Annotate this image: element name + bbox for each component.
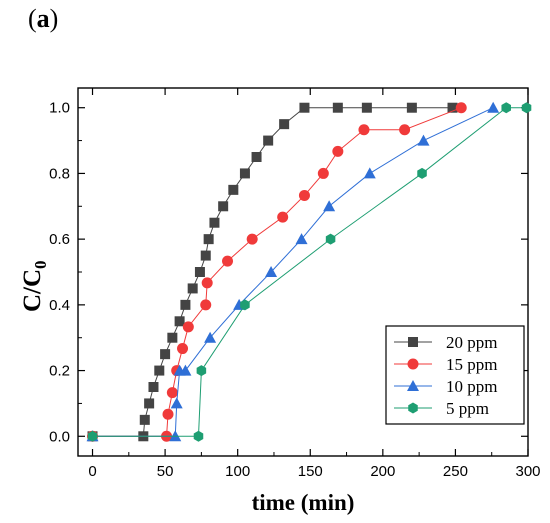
data-point — [447, 102, 458, 113]
data-point — [417, 167, 427, 179]
data-point — [251, 152, 262, 162]
data-point — [160, 349, 171, 360]
data-point — [332, 102, 343, 113]
data-point — [182, 321, 194, 333]
data-point — [162, 408, 174, 420]
data-point — [218, 201, 229, 212]
data-point — [222, 255, 234, 267]
x-tick-label: 100 — [225, 463, 250, 480]
data-point — [406, 102, 417, 113]
data-point — [246, 233, 258, 245]
legend: 20 ppm 15 ppm 10 ppm 5 ppm — [385, 325, 525, 425]
legend-item: 10 ppm — [394, 377, 497, 396]
y-tick-label: 0.4 — [49, 297, 70, 314]
data-point — [299, 102, 310, 113]
data-point — [361, 102, 372, 113]
y-tick-label: 0.8 — [49, 165, 70, 182]
data-point — [317, 167, 329, 179]
data-point — [363, 167, 376, 179]
data-point — [279, 119, 290, 130]
data-point — [203, 234, 214, 245]
data-point — [139, 414, 150, 425]
panel-label: (a) — [28, 4, 59, 33]
data-point — [201, 277, 213, 289]
y-axis-title-main: C/C — [19, 269, 46, 312]
data-point — [87, 430, 98, 442]
x-tick-label: 250 — [443, 463, 468, 480]
y-tick-label: 0.2 — [49, 363, 70, 380]
data-point — [169, 430, 182, 442]
legend-marker — [408, 337, 418, 347]
x-tick-label: 300 — [515, 463, 540, 480]
data-point — [180, 299, 191, 310]
data-point — [144, 398, 155, 409]
data-point — [200, 299, 212, 311]
data-point — [455, 102, 467, 114]
data-point — [332, 145, 344, 157]
data-point — [417, 134, 430, 146]
legend-item: 15 ppm — [394, 355, 497, 374]
legend-marker — [407, 380, 419, 391]
data-point — [200, 250, 211, 261]
legend-marker — [407, 358, 419, 370]
data-point — [148, 382, 159, 392]
data-point — [521, 102, 532, 114]
series-layer — [86, 101, 532, 442]
y-tick-label: 0.0 — [49, 428, 70, 445]
data-point — [179, 364, 192, 376]
y-axis-title-subscript: 0 — [31, 260, 50, 269]
data-point — [228, 184, 239, 195]
data-point — [277, 211, 289, 223]
legend-label: 5 ppm — [446, 399, 489, 418]
data-point — [166, 387, 178, 399]
legend-marker — [408, 402, 418, 414]
data-point — [323, 200, 336, 212]
series-line — [92, 107, 527, 437]
data-point — [295, 233, 308, 245]
legend-item: 5 ppm — [394, 399, 489, 418]
x-tick-label: 150 — [298, 463, 323, 480]
axes: 0 50 100 150 200 250 300 0.0 0.2 0.4 0.6 0.8 1.0 — [49, 87, 541, 480]
data-point — [358, 124, 370, 136]
x-axis-title: time (min) — [252, 490, 355, 515]
legend-label: 15 ppm — [446, 355, 497, 374]
legend-item: 20 ppm — [394, 333, 497, 352]
data-point — [177, 343, 189, 355]
data-point — [240, 299, 250, 311]
data-point — [194, 267, 205, 277]
x-tick-label: 50 — [157, 463, 174, 480]
series-15-ppm — [87, 102, 467, 442]
legend-label: 10 ppm — [446, 377, 497, 396]
series-20-ppm — [87, 102, 458, 442]
data-point — [399, 124, 411, 136]
data-point — [170, 397, 183, 409]
x-tick-label: 200 — [370, 463, 395, 480]
data-point — [204, 331, 217, 343]
y-axis-title: C/C0 — [19, 260, 50, 312]
data-point — [193, 430, 204, 442]
legend-label: 20 ppm — [446, 333, 497, 352]
data-point — [325, 233, 336, 245]
data-point — [187, 283, 198, 294]
data-point — [239, 168, 250, 179]
data-point — [174, 316, 185, 327]
data-point — [265, 266, 278, 277]
data-point — [167, 332, 178, 343]
series-5-ppm — [87, 102, 532, 442]
data-point — [501, 102, 511, 114]
data-point — [263, 135, 274, 146]
data-point — [487, 101, 500, 113]
y-tick-label: 1.0 — [49, 100, 70, 117]
data-point — [154, 365, 165, 376]
x-tick-label: 0 — [88, 463, 96, 480]
data-point — [298, 189, 310, 201]
data-point — [209, 217, 220, 228]
y-tick-label: 0.6 — [49, 231, 70, 248]
data-point — [196, 365, 207, 377]
